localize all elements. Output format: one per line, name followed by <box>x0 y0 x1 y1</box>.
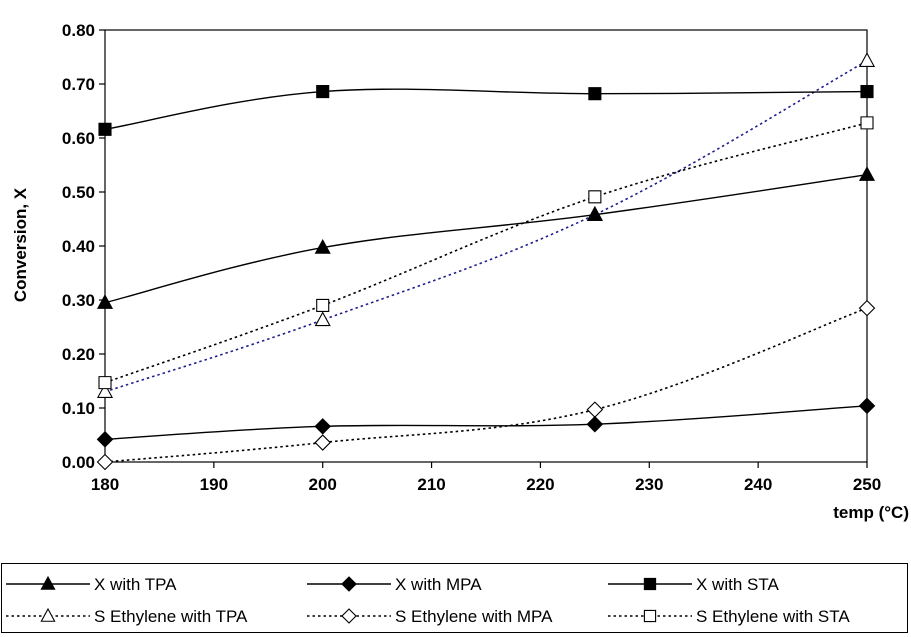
x-tick-label: 230 <box>635 475 663 494</box>
data-point <box>860 116 874 130</box>
y-tick-label: 0.30 <box>62 291 95 310</box>
y-tick-label: 0.70 <box>62 75 95 94</box>
legend-item: S Ethylene with MPA <box>307 607 553 626</box>
legend-label: S Ethylene with MPA <box>395 607 553 626</box>
y-tick-label: 0.20 <box>62 345 95 364</box>
series-line <box>104 174 868 304</box>
legend-label: S Ethylene with STA <box>696 607 850 626</box>
data-point <box>98 376 112 390</box>
data-point <box>96 383 114 398</box>
y-tick-label: 0.00 <box>62 453 95 472</box>
legend-item: X with MPA <box>307 575 482 594</box>
legend: X with TPA X with MPA X with STA S Ethylene… <box>1 563 908 633</box>
y-tick-label: 0.40 <box>62 237 95 256</box>
series-line <box>104 307 868 463</box>
data-point <box>858 299 876 317</box>
legend-marker <box>643 577 657 591</box>
x-tick-label: 220 <box>526 475 554 494</box>
series-line <box>104 60 868 393</box>
data-point <box>586 206 603 221</box>
data-point <box>588 87 602 101</box>
y-axis-title: Conversion, X <box>11 187 30 302</box>
y-tick-label: 0.60 <box>62 129 95 148</box>
legend-item: S Ethylene with STA <box>608 607 850 626</box>
data-point <box>98 122 112 136</box>
data-point <box>316 85 330 99</box>
y-tick-label: 0.50 <box>62 183 95 202</box>
y-tick-label: 0.10 <box>62 399 95 418</box>
legend-marker <box>341 608 357 624</box>
legend-label: S Ethylene with TPA <box>94 607 248 626</box>
data-point <box>860 85 874 99</box>
data-point <box>858 166 876 181</box>
legend-label: X with TPA <box>94 575 177 594</box>
legend-marker <box>341 576 357 592</box>
data-point <box>316 298 330 312</box>
plot-area <box>104 29 868 463</box>
data-point <box>314 311 331 327</box>
data-point <box>588 190 602 204</box>
series-line <box>104 405 868 441</box>
y-tick-label: 0.80 <box>62 21 95 40</box>
data-point <box>96 294 114 309</box>
data-point <box>96 431 114 448</box>
legend-item: X with TPA <box>6 575 177 594</box>
x-axis-title: temp (°C) <box>833 503 909 522</box>
data-point <box>858 52 876 67</box>
legend-item: S Ethylene with TPA <box>6 607 248 626</box>
legend-label: X with STA <box>696 575 779 594</box>
chart: 0.00 0.10 0.20 0.30 0.40 0.50 0.60 0.70 0.80 180 1… <box>11 21 909 522</box>
data-point <box>314 238 331 254</box>
x-tick-label: 250 <box>853 475 881 494</box>
data-point <box>314 418 331 435</box>
x-tick-label: 240 <box>744 475 772 494</box>
legend-marker <box>40 607 56 622</box>
x-tick-label: 190 <box>200 475 228 494</box>
data-point <box>586 415 604 433</box>
series-line <box>104 122 868 384</box>
series-line <box>104 88 868 131</box>
legend-item: X with STA <box>608 575 779 594</box>
x-tick-label: 200 <box>309 475 337 494</box>
data-point <box>858 397 876 415</box>
legend-label: X with MPA <box>395 575 482 594</box>
x-tick-label: 210 <box>417 475 445 494</box>
data-point <box>586 401 604 418</box>
x-tick-label: 180 <box>91 475 119 494</box>
data-point <box>314 434 331 451</box>
legend-marker <box>40 575 56 590</box>
legend-marker <box>643 609 657 623</box>
data-point <box>96 453 114 471</box>
